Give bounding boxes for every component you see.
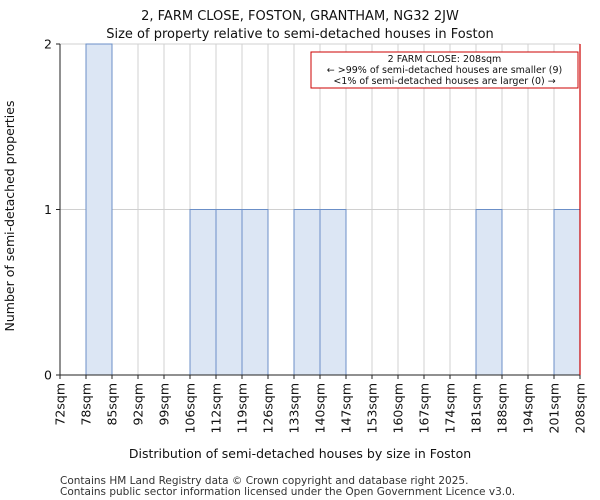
x-tick-label: 194sqm [521,383,536,433]
y-tick-label: 1 [44,202,52,217]
chart-title-line2: Size of property relative to semi-detach… [106,27,494,42]
x-tick-label: 133sqm [287,383,302,433]
x-tick-label: 174sqm [443,383,458,433]
x-tick-label: 72sqm [53,383,68,426]
y-tick-label: 0 [44,368,52,383]
bar [553,209,581,376]
x-tick-label: 126sqm [261,383,276,433]
y-axis-label: Number of semi-detached properties [2,101,17,332]
x-tick-label: 208sqm [573,383,588,433]
annotation-line3: <1% of semi-detached houses are larger (… [333,76,555,87]
x-ticks: 72sqm 78sqm 85sqm 92sqm 99sqm 106sqm 112sqm 119… [53,375,588,433]
annotation-line1: 2 FARM CLOSE: 208sqm [388,54,502,65]
bar [85,43,113,376]
x-tick-label: 78sqm [79,383,94,426]
y-ticks: 0 1 2 [44,37,60,383]
x-tick-label: 85sqm [105,383,120,426]
x-tick-label: 201sqm [547,383,562,433]
x-tick-label: 119sqm [235,383,250,433]
footer-line1: Contains HM Land Registry data © Crown c… [60,475,468,487]
x-tick-label: 112sqm [209,383,224,433]
bars [85,43,581,376]
footer-line2: Contains public sector information licen… [60,486,515,498]
annotation-border [310,51,579,89]
chart-title-line1: 2, FARM CLOSE, FOSTON, GRANTHAM, NG32 2J… [141,9,459,24]
x-tick-label: 92sqm [131,383,146,426]
x-tick-label: 140sqm [313,383,328,433]
x-tick-label: 167sqm [417,383,432,433]
x-axis-label: Distribution of semi-detached houses by … [129,446,471,461]
x-tick-label: 188sqm [495,383,510,433]
x-tick-label: 153sqm [365,383,380,433]
x-tick-label: 181sqm [469,383,484,433]
annotation-box: 2 FARM CLOSE: 208sqm ← >99% of semi-deta… [310,51,579,89]
bar [475,209,503,376]
x-tick-label: 160sqm [391,383,406,433]
bar [319,209,347,376]
bar [189,209,217,376]
x-tick-label: 106sqm [183,383,198,433]
bar [293,209,321,376]
bar [241,209,269,376]
annotation-line2: ← >99% of semi-detached houses are small… [327,65,562,76]
bar [215,209,243,376]
y-tick-label: 2 [44,37,52,52]
x-tick-label: 147sqm [339,383,354,433]
x-tick-label: 99sqm [157,383,172,426]
